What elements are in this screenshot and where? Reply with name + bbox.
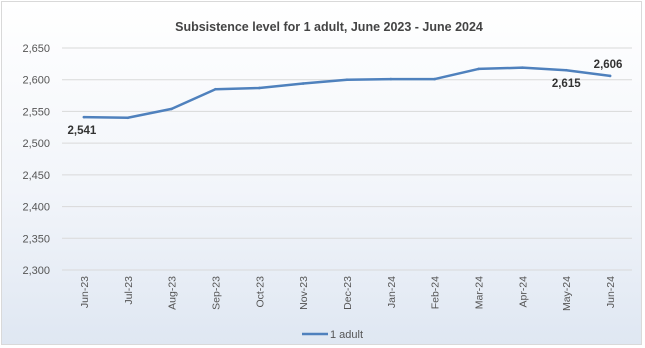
x-tick-label: Feb-24 — [430, 276, 442, 309]
x-tick-label: Mar-24 — [474, 276, 486, 309]
data-point — [608, 74, 612, 78]
data-point — [170, 107, 173, 111]
x-tick-label: Aug-23 — [167, 276, 179, 310]
y-tick-label: 2,550 — [22, 106, 50, 118]
data-point — [258, 86, 261, 90]
legend-label: 1 adult — [330, 329, 363, 341]
data-point — [82, 115, 86, 119]
y-tick-label: 2,600 — [22, 75, 50, 87]
y-tick-label: 2,300 — [22, 265, 50, 277]
data-point — [301, 82, 305, 85]
data-label: 2,541 — [68, 125, 97, 137]
y-tick-label: 2,450 — [22, 170, 50, 182]
x-axis-tick-labels: Jun-23 Jul-23 Aug-23 Sep-23 Oct-23 Nov-23 Dec-… — [79, 276, 617, 311]
x-tick-label: Sep-23 — [210, 276, 222, 310]
chart-title: Subsistence level for 1 adult, June 2023… — [175, 20, 483, 34]
data-point — [477, 67, 480, 71]
data-label: 2,615 — [552, 78, 581, 90]
y-axis-tick-labels: 2,300 2,350 2,400 2,450 2,500 2,550 2,600 2,650 — [22, 43, 50, 277]
data-label: 2,606 — [594, 59, 623, 71]
y-tick-label: 2,400 — [22, 202, 50, 214]
legend: 1 adult — [302, 329, 363, 341]
y-tick-label: 2,650 — [22, 43, 50, 55]
data-point — [345, 78, 349, 82]
x-tick-label: Jul-23 — [123, 276, 135, 305]
x-tick-label: Jun-24 — [605, 276, 617, 308]
data-point — [126, 116, 130, 120]
y-tick-label: 2,500 — [22, 138, 50, 150]
x-tick-label: Oct-23 — [254, 276, 266, 308]
gridlines — [62, 47, 632, 271]
x-tick-label: Apr-24 — [517, 276, 529, 308]
data-point — [389, 77, 393, 81]
y-tick-label: 2,350 — [22, 233, 50, 245]
x-tick-label: Dec-23 — [342, 276, 354, 310]
data-labels: 2,541 2,615 2,606 — [68, 59, 623, 137]
x-tick-label: Jan-24 — [386, 276, 398, 308]
data-point — [564, 68, 568, 72]
x-tick-label: May-24 — [561, 276, 573, 311]
data-point — [521, 66, 524, 69]
series-lines — [82, 66, 612, 120]
series-line-0 — [82, 66, 612, 120]
x-tick-label: Nov-23 — [298, 276, 310, 310]
data-point — [214, 87, 217, 91]
data-point — [433, 77, 436, 81]
x-tick-label: Jun-23 — [79, 276, 91, 308]
